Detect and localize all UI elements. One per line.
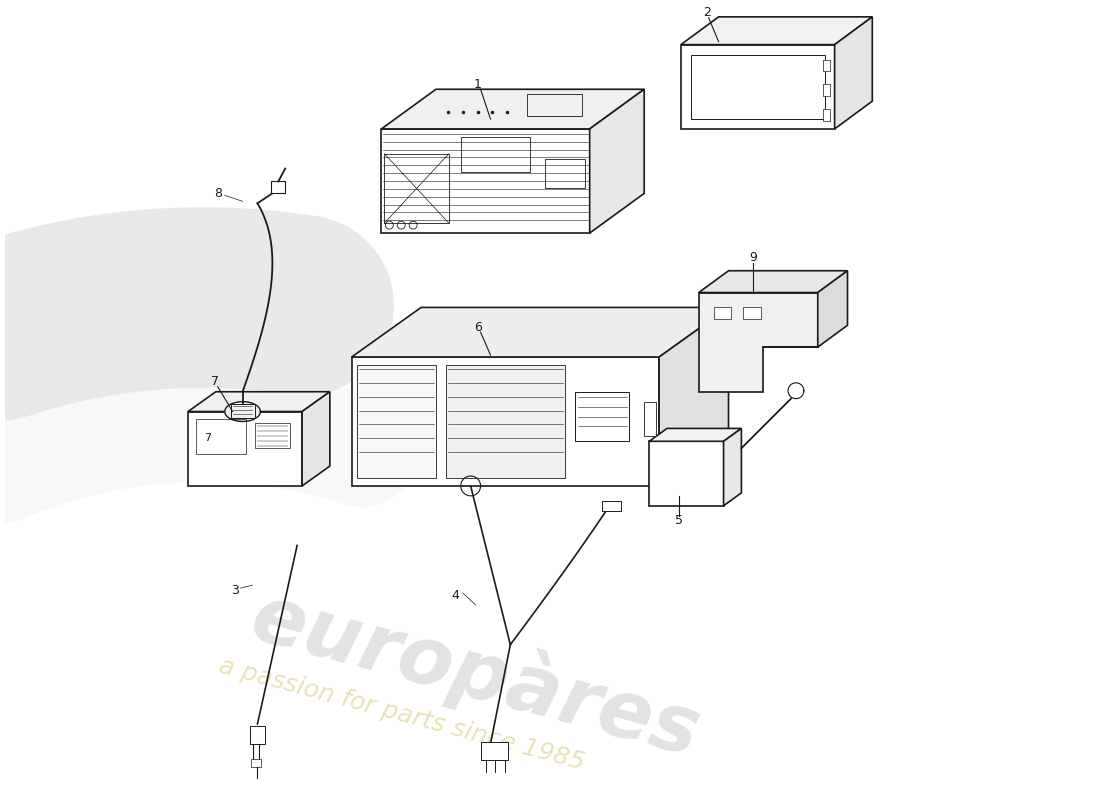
Text: 9: 9 [749, 251, 757, 264]
Polygon shape [224, 402, 261, 422]
Polygon shape [590, 90, 645, 233]
Polygon shape [817, 270, 847, 347]
Bar [255, 423, 290, 448]
Polygon shape [188, 411, 302, 486]
Bar [575, 392, 629, 442]
Bar [527, 94, 582, 116]
Text: 4: 4 [452, 589, 460, 602]
Text: 6: 6 [474, 321, 482, 334]
Polygon shape [681, 45, 835, 129]
Text: 7: 7 [205, 434, 211, 443]
Bar [823, 109, 829, 121]
Polygon shape [382, 90, 645, 129]
Polygon shape [698, 270, 847, 293]
Bar [250, 726, 265, 744]
Polygon shape [188, 392, 330, 411]
Text: 2: 2 [703, 6, 711, 19]
Bar [272, 182, 285, 194]
Polygon shape [649, 429, 741, 442]
Bar [356, 365, 436, 478]
Bar [823, 84, 829, 96]
Text: europàres: europàres [243, 575, 710, 774]
Text: 3: 3 [231, 583, 239, 597]
Polygon shape [698, 293, 817, 392]
Polygon shape [352, 307, 728, 357]
Bar [446, 365, 565, 478]
Bar [602, 501, 621, 510]
Polygon shape [659, 307, 728, 486]
Bar [691, 54, 825, 119]
Bar [252, 758, 262, 766]
Text: 5: 5 [675, 514, 683, 527]
Polygon shape [352, 357, 659, 486]
Text: 8: 8 [213, 187, 222, 200]
Bar [645, 402, 656, 436]
Bar [481, 742, 508, 760]
Bar [196, 419, 245, 454]
Bar [231, 404, 255, 418]
Text: a passion for parts since 1985: a passion for parts since 1985 [216, 654, 586, 774]
Polygon shape [681, 17, 872, 45]
Polygon shape [302, 392, 330, 486]
Bar [544, 158, 585, 189]
Bar [714, 307, 732, 319]
Polygon shape [382, 129, 590, 233]
Bar [823, 59, 829, 71]
Polygon shape [835, 17, 872, 129]
Polygon shape [649, 442, 724, 506]
Bar [461, 137, 530, 171]
Text: 7: 7 [211, 375, 219, 388]
Polygon shape [724, 429, 741, 506]
Bar [744, 307, 761, 319]
Bar [384, 154, 449, 223]
Text: 1: 1 [474, 78, 482, 90]
